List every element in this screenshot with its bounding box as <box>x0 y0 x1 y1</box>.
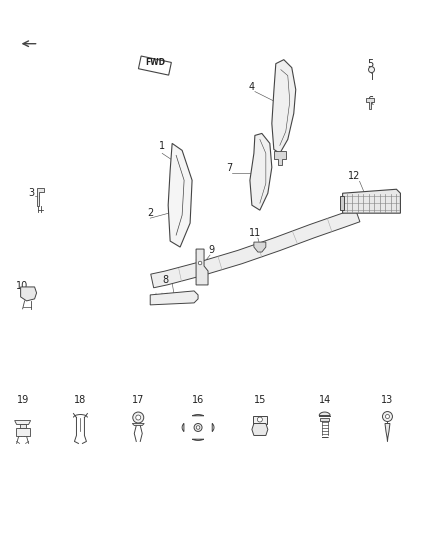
Polygon shape <box>168 143 192 247</box>
Text: 7: 7 <box>226 163 232 173</box>
Polygon shape <box>319 412 330 416</box>
Circle shape <box>258 417 262 422</box>
Circle shape <box>385 415 389 418</box>
Text: 1: 1 <box>159 141 165 151</box>
Polygon shape <box>253 416 267 424</box>
Polygon shape <box>250 133 272 210</box>
Circle shape <box>136 415 141 420</box>
Text: 6: 6 <box>367 95 374 106</box>
FancyBboxPatch shape <box>138 56 171 75</box>
Circle shape <box>194 424 202 432</box>
Polygon shape <box>196 249 208 285</box>
Polygon shape <box>320 417 329 421</box>
Text: 12: 12 <box>348 171 361 181</box>
Text: 4: 4 <box>249 82 255 92</box>
Text: FWD: FWD <box>145 58 166 67</box>
Polygon shape <box>252 424 268 435</box>
Text: 2: 2 <box>147 208 153 218</box>
Polygon shape <box>150 291 198 305</box>
Polygon shape <box>212 424 214 432</box>
Polygon shape <box>132 424 144 425</box>
Text: 18: 18 <box>74 394 87 405</box>
Circle shape <box>133 412 144 423</box>
Polygon shape <box>385 424 390 441</box>
Text: 3: 3 <box>28 188 35 198</box>
Polygon shape <box>20 424 25 429</box>
Polygon shape <box>16 429 30 437</box>
Polygon shape <box>182 424 184 432</box>
Text: 15: 15 <box>254 394 266 405</box>
Polygon shape <box>151 208 360 288</box>
Text: 10: 10 <box>16 281 28 291</box>
Polygon shape <box>343 189 400 213</box>
Circle shape <box>382 411 392 422</box>
Polygon shape <box>254 242 266 252</box>
Circle shape <box>198 261 202 265</box>
Text: 8: 8 <box>162 275 168 285</box>
Polygon shape <box>14 421 31 424</box>
Text: 13: 13 <box>381 394 394 405</box>
Text: 5: 5 <box>367 59 374 69</box>
Polygon shape <box>192 415 204 416</box>
Text: 19: 19 <box>17 394 29 405</box>
Text: 14: 14 <box>318 394 331 405</box>
Text: 17: 17 <box>132 394 145 405</box>
Circle shape <box>196 426 200 429</box>
Polygon shape <box>274 151 286 165</box>
Text: 16: 16 <box>192 394 204 405</box>
Polygon shape <box>192 439 204 440</box>
Polygon shape <box>339 196 343 210</box>
Polygon shape <box>37 188 43 206</box>
Circle shape <box>368 67 374 72</box>
Polygon shape <box>21 287 37 301</box>
Polygon shape <box>272 60 296 154</box>
Polygon shape <box>366 98 374 109</box>
Text: 9: 9 <box>208 245 214 255</box>
Text: 11: 11 <box>249 228 261 238</box>
